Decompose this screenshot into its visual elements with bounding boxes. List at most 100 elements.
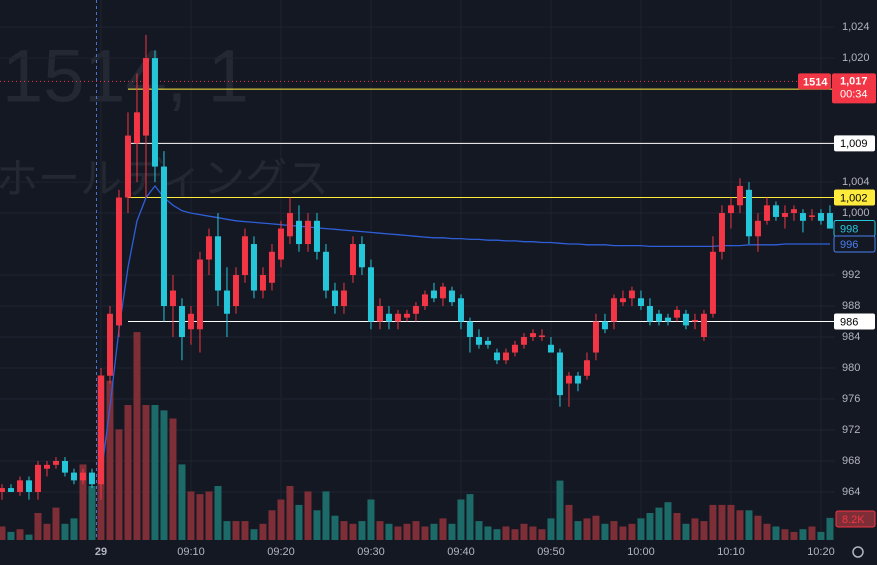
candle-body [43, 464, 50, 469]
volume-bar [439, 518, 447, 540]
candle-body [664, 317, 671, 322]
volume-bar [70, 518, 78, 540]
level-box [834, 313, 875, 330]
settings-icon[interactable] [852, 546, 864, 558]
candle-body [52, 460, 59, 465]
y-tick-label: 992 [842, 269, 860, 281]
candle-body [709, 251, 716, 314]
x-tick-label: 10:20 [807, 546, 835, 558]
candle-body [736, 185, 743, 206]
candle-body [691, 319, 698, 322]
volume-bar [529, 526, 537, 540]
volume-bar [583, 518, 591, 540]
volume-bar [718, 504, 726, 540]
candle-body [7, 488, 14, 492]
y-tick-label: 984 [842, 331, 860, 343]
volume-bar [232, 521, 240, 540]
level-label: 986 [840, 316, 858, 328]
candle-body [205, 236, 212, 260]
volume-bar [763, 523, 771, 540]
candle-body [781, 213, 788, 217]
candle-body [151, 58, 158, 167]
volume-bar [106, 380, 114, 540]
volume-bar [313, 510, 321, 540]
volume-bar [754, 515, 762, 540]
y-tick-label: 988 [842, 300, 860, 312]
candle-body [133, 112, 140, 144]
level-box [834, 135, 875, 152]
candle-body [592, 321, 599, 353]
volume-bar [322, 491, 330, 540]
volume-bar [376, 521, 384, 540]
y-tick-label: 1,024 [842, 21, 870, 33]
vwap-price-label: 996 [840, 239, 858, 251]
candle-body [160, 166, 167, 307]
candle-body [25, 480, 32, 492]
candle-body [700, 313, 707, 338]
y-tick-label: 972 [842, 424, 860, 436]
volume-bar [205, 491, 213, 540]
candle-body [232, 275, 239, 307]
volume-bar [457, 499, 465, 540]
volume-bar [331, 515, 339, 540]
volume-bar [88, 486, 96, 540]
candle-body [259, 275, 266, 291]
candle-body [682, 313, 689, 326]
candle-body [322, 251, 329, 291]
volume-bar [16, 529, 24, 540]
volume-bar [502, 526, 510, 540]
volume-bar [169, 418, 177, 540]
volume-label-box [835, 510, 876, 528]
candle-body [448, 290, 455, 303]
candle-body [178, 306, 185, 338]
candle-body [358, 244, 365, 268]
candle-body [790, 209, 797, 214]
candle-body [250, 244, 257, 291]
volume-bar [781, 529, 789, 540]
volume-bar [133, 332, 141, 540]
candle-body [556, 352, 563, 396]
volume-bar [592, 515, 600, 540]
volume-bar [520, 523, 528, 540]
candle-body [367, 267, 374, 322]
volume-bar [268, 510, 276, 540]
candle-body [628, 290, 635, 299]
candle-body [340, 290, 347, 307]
candle-body [214, 236, 221, 291]
volume-bar [628, 523, 636, 540]
candle-body [484, 340, 491, 345]
candle-body [745, 189, 752, 237]
volume-bar [655, 507, 663, 540]
candle-body [196, 259, 203, 330]
candle-body [538, 335, 545, 338]
volume-bar [52, 507, 60, 540]
volume-bar [142, 405, 150, 540]
candle-body [331, 290, 338, 307]
candle-body [439, 286, 446, 299]
candle-body [457, 298, 464, 322]
volume-bar [358, 521, 366, 540]
candle-body [223, 290, 230, 314]
volume-bar [295, 504, 303, 540]
candle-body [241, 236, 248, 276]
candle-body [619, 298, 626, 303]
volume-bar [0, 526, 6, 540]
volume-bar [637, 518, 645, 540]
candle-body [187, 313, 194, 330]
volume-bar [241, 521, 249, 540]
y-tick-label: 1,020 [842, 52, 870, 64]
volume-bar [430, 523, 438, 540]
candle-body [772, 205, 779, 217]
volume-bar [178, 464, 186, 540]
volume-bar [7, 531, 15, 540]
candle-body [106, 313, 113, 376]
y-tick-label: 976 [842, 393, 860, 405]
x-tick-label: 09:50 [537, 546, 565, 558]
x-tick-label: 10:00 [627, 546, 655, 558]
candle-body [295, 220, 302, 245]
volume-bar [196, 494, 204, 540]
candle-body [673, 309, 680, 318]
volume-bar [403, 523, 411, 540]
volume-bar [799, 529, 807, 540]
candle-body [61, 460, 68, 473]
